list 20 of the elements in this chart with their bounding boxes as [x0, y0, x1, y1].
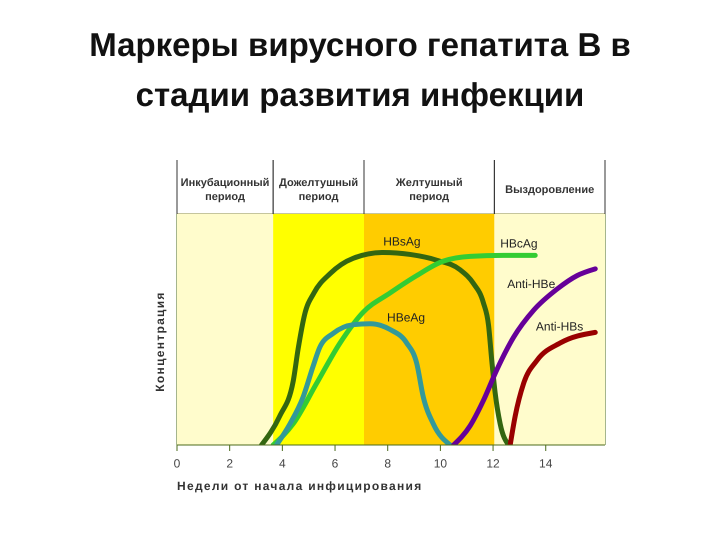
band-label: Выздоровление — [505, 184, 594, 196]
band-label: Инкубационный период — [180, 177, 270, 203]
x-tick-label: 2 — [226, 456, 234, 471]
band-label: Желтушный период — [394, 177, 463, 203]
x-tick-label: 6 — [332, 456, 339, 471]
series-label: HBcAg — [500, 236, 538, 250]
y-axis-title: Концентрация — [153, 291, 167, 392]
x-axis-title: Недели от начала инфицирования — [177, 479, 423, 493]
x-tick-label: 10 — [434, 456, 448, 471]
x-tick-label: 14 — [539, 456, 553, 471]
series-label: Anti-HBe — [507, 276, 556, 291]
series-label: HBeAg — [387, 310, 426, 325]
series-label: HBsAg — [383, 234, 421, 248]
x-tick-label: 12 — [486, 456, 500, 471]
x-tick-label: 8 — [384, 456, 392, 471]
x-tick-label: 4 — [279, 456, 286, 471]
band-label: Дожелтушный период — [279, 177, 358, 203]
chart-title: Маркеры вирусного гепатита В в стадии развития инфекции — [88, 25, 632, 115]
series-label: Anti-HBs — [536, 319, 584, 334]
x-tick-label: 0 — [174, 456, 181, 471]
